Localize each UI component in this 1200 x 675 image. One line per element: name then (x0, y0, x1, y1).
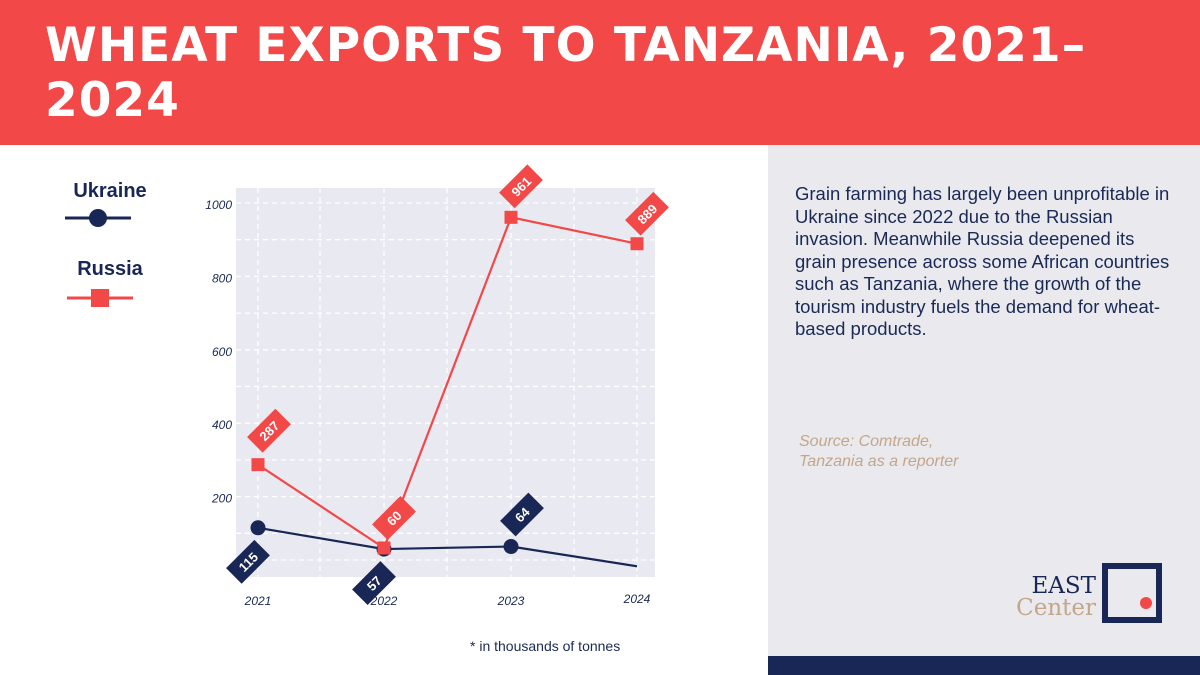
legend-russia-marker (67, 289, 133, 307)
legend-russia-label: Russia (77, 258, 143, 280)
ukraine-point (503, 539, 519, 555)
plot-area (236, 188, 655, 577)
russia-line (257, 216, 638, 550)
russia-point (630, 237, 644, 251)
east-center-logo: EAST Center (1008, 563, 1173, 635)
ukraine-data-label: 57 (352, 561, 396, 606)
y-tick-label: 600 (212, 345, 232, 359)
header-banner: WHEAT EXPORTS TO TANZANIA, 2021–2024 (0, 0, 1200, 145)
legend-ukraine-marker (65, 209, 131, 227)
description-text: Grain farming has largely been unprofita… (795, 183, 1170, 339)
russia-data-label: 60 (372, 496, 416, 540)
y-tick-label: 400 (212, 418, 232, 432)
y-tick-label: 200 (211, 492, 232, 506)
bottom-bar (768, 656, 1200, 675)
russia-data-label-bg (625, 191, 669, 236)
russia-data-label-bg (247, 408, 291, 453)
info-panel: Grain farming has largely been unprofita… (768, 145, 1200, 675)
x-tick-label: 2021 (244, 594, 272, 608)
x-tick-label: 2022 (370, 594, 398, 608)
ukraine-point (250, 520, 266, 536)
source-line-2: Tanzania as a reporter (799, 453, 959, 470)
ukraine-line (257, 526, 638, 568)
ukraine-data-label: 64 (500, 492, 544, 537)
legend-ukraine-label: Ukraine (73, 180, 147, 202)
page-title: WHEAT EXPORTS TO TANZANIA, 2021–2024 (45, 17, 1087, 128)
source-note: Source: Comtrade, Tanzania as a reporter (799, 432, 1099, 472)
russia-point (377, 541, 391, 555)
y-tick-label: 800 (212, 271, 232, 285)
unit-footnote: * in thousands of tonnes (470, 638, 621, 654)
russia-point (504, 210, 518, 224)
logo-dot-icon (1140, 597, 1152, 609)
ukraine-data-label-bg (226, 539, 270, 584)
ukraine-data-label-bg (352, 561, 396, 606)
x-tick-label: 2024 (623, 592, 651, 606)
ukraine-data-label-bg (500, 492, 544, 537)
russia-point (251, 458, 265, 472)
logo-word-east: EAST (1031, 573, 1097, 599)
y-tick-label: 1000 (205, 198, 232, 212)
logo-word-center: Center (1016, 595, 1096, 621)
logo-square-icon (1102, 563, 1162, 623)
russia-data-label-bg (372, 496, 416, 540)
russia-data-label-bg (499, 164, 543, 209)
x-tick-label: 2023 (497, 594, 525, 608)
source-line-1: Source: Comtrade, (799, 433, 934, 450)
